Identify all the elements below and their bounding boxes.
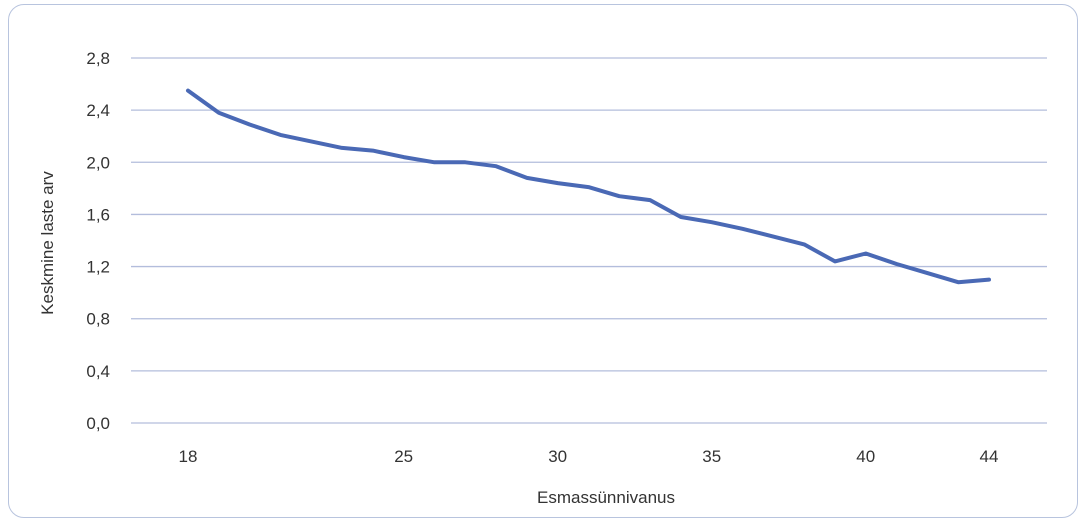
grid-lines: [131, 57, 1047, 424]
x-tick-label-1: 25: [394, 447, 413, 466]
y-tick-label-0: 0,0: [86, 414, 110, 433]
x-axis-title: Esmassünnivanus: [537, 488, 675, 507]
x-tick-label-2: 30: [548, 447, 567, 466]
y-axis-title: Keskmine laste arv: [38, 171, 57, 315]
y-tick-label-7: 2,8: [86, 49, 110, 68]
y-tick-label-2: 0,8: [86, 310, 110, 329]
x-tick-label-3: 35: [702, 447, 721, 466]
y-tick-label-1: 0,4: [86, 362, 110, 381]
y-tick-label-5: 2,0: [86, 153, 110, 172]
y-tick-label-3: 1,2: [86, 258, 110, 277]
x-tick-label-5: 44: [980, 447, 999, 466]
series-layer: [186, 88, 991, 285]
series-line-0: [186, 88, 991, 285]
x-axis-ticks: 18 25 30 35 40 44: [179, 447, 999, 466]
x-tick-label-0: 18: [179, 447, 198, 466]
x-tick-label-4: 40: [856, 447, 875, 466]
y-tick-label-6: 2,4: [86, 101, 110, 120]
y-axis-ticks: 0,0 0,4 0,8 1,2 1,6 2,0 2,4 2,8: [86, 49, 110, 433]
y-tick-label-4: 1,6: [86, 205, 110, 224]
